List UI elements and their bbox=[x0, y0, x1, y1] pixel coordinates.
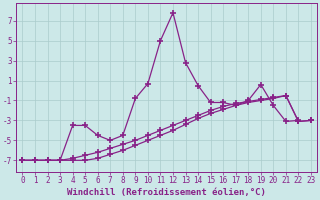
X-axis label: Windchill (Refroidissement éolien,°C): Windchill (Refroidissement éolien,°C) bbox=[67, 188, 266, 197]
